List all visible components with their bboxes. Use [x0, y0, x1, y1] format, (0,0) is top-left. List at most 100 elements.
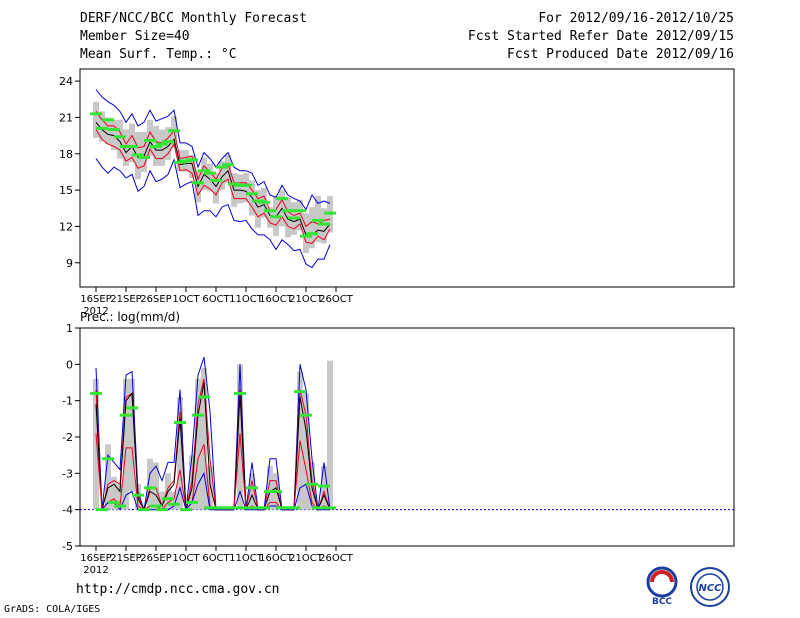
temp-control-marker: [246, 192, 258, 196]
temp-control-marker: [216, 165, 228, 169]
prec-control-marker: [180, 508, 192, 512]
temp-member-range-bar: [297, 199, 303, 231]
temp-series-mean-plus-spread: [95, 111, 331, 228]
prec-series-ensemble-minimum: [96, 471, 330, 511]
prec-x-tick-label: 11OCT: [229, 553, 264, 564]
temp-x-tick-label: 16OCT: [259, 294, 294, 305]
variable-label-temperature: Mean Surf. Temp.: °C: [80, 47, 237, 62]
ncc-logo-text: NCC: [698, 583, 722, 594]
temp-control-marker: [96, 126, 108, 130]
variable-label-precipitation: Prec.: log(mm/d): [80, 310, 180, 324]
prec-control-marker: [240, 506, 252, 510]
temp-control-marker: [282, 209, 294, 213]
prec-x-tick-label: 1OCT: [172, 553, 200, 564]
prec-control-marker: [150, 504, 162, 508]
prec-y-tick-label: -4: [62, 504, 73, 517]
prec-x-tick-label: 21SEP: [110, 553, 141, 564]
temp-control-marker: [294, 209, 306, 213]
prec-control-marker: [306, 482, 318, 486]
temp-x-tick-label: 21OCT: [289, 294, 324, 305]
temp-control-marker: [240, 183, 252, 187]
temp-y-tick-label: 24: [59, 75, 73, 88]
temp-x-tick-label: 6OCT: [202, 294, 230, 305]
temp-member-range-bar: [189, 154, 195, 178]
ncc-logo: NCC: [690, 567, 730, 607]
prec-member-range-bar: [111, 476, 117, 510]
prec-x-tick-label: 6OCT: [202, 553, 230, 564]
prec-control-marker: [246, 486, 258, 490]
prec-year-label: 2012: [83, 565, 108, 576]
prec-member-range-bar: [153, 462, 159, 510]
prec-x-tick-label: 26OCT: [319, 553, 354, 564]
prec-x-tick-label: 26SEP: [140, 553, 171, 564]
temp-control-marker: [144, 138, 156, 142]
prec-member-range-bar: [117, 484, 123, 510]
temp-member-range-bar: [111, 119, 117, 151]
prec-member-range-bar: [195, 378, 201, 510]
prec-control-marker: [108, 500, 120, 504]
prec-control-marker: [258, 506, 270, 510]
temp-control-marker: [198, 169, 210, 173]
temp-control-marker: [150, 145, 162, 149]
prec-member-range-bar: [207, 466, 213, 510]
temp-member-range-bar: [147, 119, 153, 157]
temp-plot-frame: [79, 68, 735, 288]
temp-year-label: 2012: [83, 306, 108, 317]
temp-y-tick-label: 21: [59, 111, 73, 124]
temp-x-tick-label: 11OCT: [229, 294, 264, 305]
prec-member-range-bar: [171, 491, 177, 510]
temp-member-range-bar: [93, 101, 99, 139]
prec-x-tick-label: 21OCT: [289, 553, 324, 564]
temp-control-marker: [192, 181, 204, 185]
prec-control-marker: [174, 420, 186, 424]
temp-y-tick-label: 15: [59, 184, 73, 197]
grads-credit: GrADS: COLA/IGES: [4, 604, 101, 615]
prec-member-range-bar: [129, 378, 135, 492]
temp-control-marker: [162, 140, 174, 144]
temp-control-marker: [114, 135, 126, 139]
prec-control-marker: [90, 391, 102, 395]
temp-member-range-bar: [321, 208, 327, 244]
prec-control-marker: [114, 504, 126, 508]
prec-x-tick-label: 16OCT: [259, 553, 294, 564]
temp-series-ensemble-maximum: [95, 89, 331, 211]
temp-member-range-bar: [225, 154, 231, 183]
temp-control-marker: [258, 200, 270, 204]
temp-y-tick-label: 12: [59, 220, 73, 233]
temp-control-marker: [324, 211, 336, 215]
temp-control-marker: [126, 145, 138, 149]
temp-member-range-bar: [99, 111, 105, 142]
prec-control-marker: [144, 486, 156, 490]
prec-control-marker: [192, 413, 204, 417]
prec-control-marker: [168, 502, 180, 506]
prec-control-marker: [318, 484, 330, 488]
temp-x-tick-label: 26OCT: [319, 294, 354, 305]
prec-control-marker: [126, 406, 138, 410]
chart-title: DERF/NCC/BCC Monthly Forecast: [80, 11, 307, 26]
prec-y-tick-label: -2: [62, 431, 73, 444]
source-url[interactable]: http://cmdp.ncc.cma.gov.cn: [76, 582, 280, 597]
temp-control-marker: [300, 234, 312, 238]
prec-member-range-bar: [93, 378, 99, 510]
prec-member-range-bar: [327, 360, 333, 510]
prec-x-tick-label: 16SEP: [80, 553, 111, 564]
temp-control-marker: [306, 232, 318, 236]
temp-member-range-bar: [213, 173, 219, 204]
temp-control-marker: [276, 197, 288, 201]
prec-control-marker: [186, 500, 198, 504]
temp-control-marker: [108, 128, 120, 132]
forecast-produced-date: Fcst Produced Date 2012/09/16: [507, 47, 734, 62]
temp-control-marker: [270, 215, 282, 219]
temp-control-marker: [132, 153, 144, 157]
temp-member-range-bar: [243, 173, 249, 203]
temp-control-marker: [102, 118, 114, 122]
prec-control-marker: [300, 413, 312, 417]
temp-member-range-bar: [129, 123, 135, 163]
prec-y-tick-label: -3: [62, 467, 73, 480]
prec-control-marker: [288, 506, 300, 510]
prec-member-range-bar: [267, 466, 273, 510]
forecast-start-date: Fcst Started Refer Date 2012/09/15: [467, 29, 734, 44]
temp-member-range-bar: [219, 161, 225, 191]
bcc-logo: BCC: [646, 566, 678, 606]
temp-y-tick-label: 9: [66, 257, 73, 270]
